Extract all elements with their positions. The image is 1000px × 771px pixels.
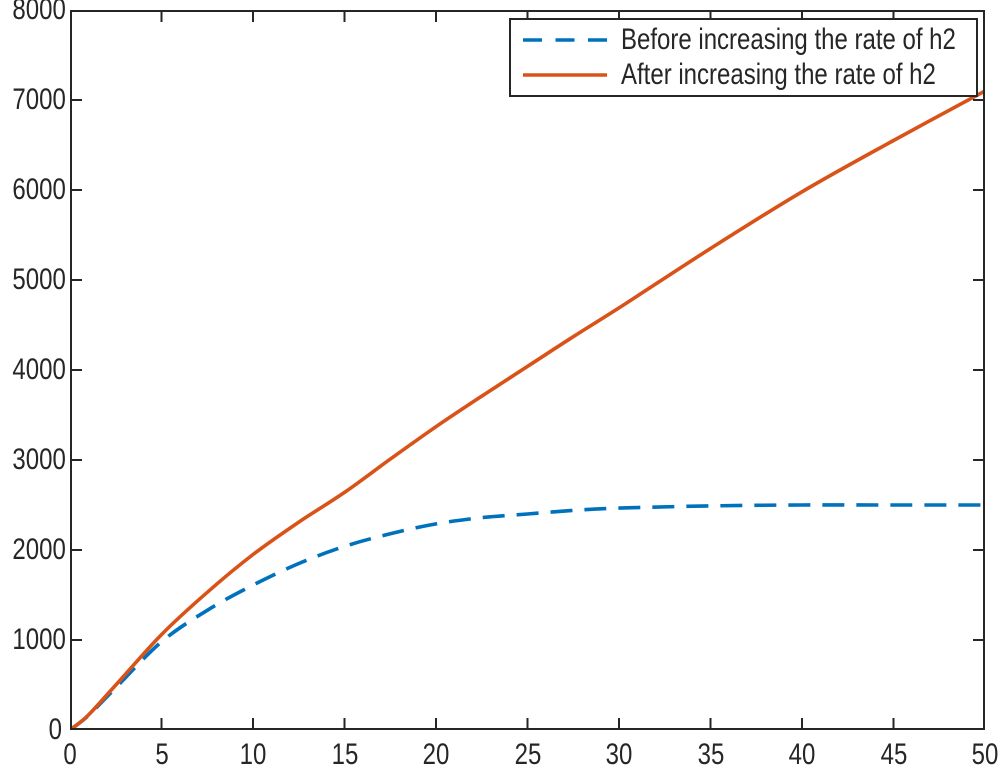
x-tick-label: 45 (880, 738, 907, 771)
axes-box (70, 10, 985, 730)
curve-series-0 (70, 503, 985, 730)
solid-line-swatch-icon (523, 73, 607, 77)
y-tick-label: 2000 (12, 533, 66, 566)
legend-label-after: After increasing the rate of h2 (621, 58, 936, 91)
x-tick-label: 20 (422, 738, 450, 771)
y-tick-label: 4000 (12, 353, 66, 386)
x-tick-label: 50 (971, 738, 999, 771)
curve-series-1 (70, 89, 985, 730)
y-tick-label: 6000 (12, 173, 66, 206)
x-tick-label: 35 (697, 738, 724, 771)
x-tick-label: 40 (788, 738, 816, 771)
y-tick-label: 8000 (12, 0, 66, 26)
x-tick-label: 10 (239, 738, 267, 771)
y-tick-label: 3000 (12, 443, 66, 476)
y-tick-label: 7000 (12, 83, 66, 116)
x-tick-label: 25 (514, 738, 541, 771)
legend-label-before: Before increasing the rate of h2 (621, 23, 956, 56)
dashed-line-swatch-icon (523, 38, 607, 42)
plot-area (70, 10, 985, 730)
x-tick-label: 0 (63, 738, 77, 771)
legend-item-before: Before increasing the rate of h2 (523, 25, 976, 55)
x-tick-label: 5 (154, 738, 169, 771)
legend-item-after: After increasing the rate of h2 (523, 60, 976, 90)
x-tick-label: 30 (605, 738, 633, 771)
y-tick-label: 5000 (12, 263, 66, 296)
x-tick-label: 15 (331, 738, 358, 771)
y-tick-label: 0 (48, 713, 62, 746)
legend: Before increasing the rate of h2 After i… (509, 18, 978, 97)
y-tick-label: 1000 (12, 623, 66, 656)
